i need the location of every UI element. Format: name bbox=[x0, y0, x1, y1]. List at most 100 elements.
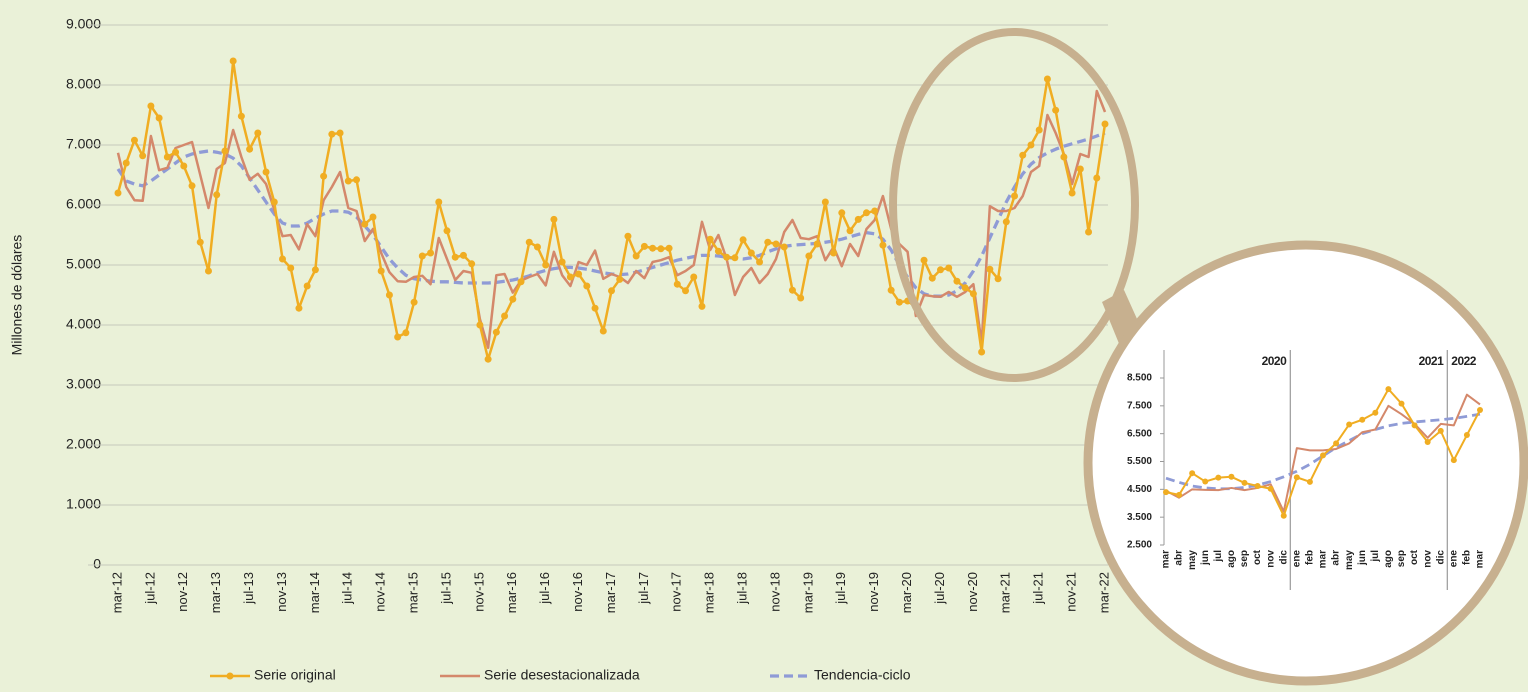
data-point bbox=[353, 176, 360, 183]
data-point bbox=[1228, 474, 1234, 480]
data-point bbox=[1093, 175, 1100, 182]
x-tick-label: sep bbox=[1239, 550, 1250, 567]
data-point bbox=[1451, 457, 1457, 463]
data-point bbox=[320, 173, 327, 180]
data-point bbox=[608, 287, 615, 294]
data-point bbox=[369, 214, 376, 221]
x-tick-label: jul-13 bbox=[241, 572, 256, 605]
data-point bbox=[953, 278, 960, 285]
data-point bbox=[1003, 218, 1010, 225]
data-point bbox=[970, 290, 977, 297]
data-point bbox=[427, 250, 434, 257]
y-tick-label: 7.500 bbox=[1127, 400, 1152, 411]
data-point bbox=[1399, 401, 1405, 407]
x-tick-label: mar-13 bbox=[208, 572, 223, 613]
legend-label: Serie desestacionalizada bbox=[484, 667, 640, 683]
data-point bbox=[172, 149, 179, 156]
data-point bbox=[855, 216, 862, 223]
x-tick-label: mar-14 bbox=[307, 572, 322, 613]
year-label: 2020 bbox=[1262, 354, 1288, 368]
data-point bbox=[386, 292, 393, 299]
data-point bbox=[550, 216, 557, 223]
data-point bbox=[863, 209, 870, 216]
x-tick-label: nov-21 bbox=[1064, 572, 1079, 612]
data-point bbox=[411, 299, 418, 306]
y-tick-label: 8.000 bbox=[66, 76, 101, 92]
data-point bbox=[263, 169, 270, 176]
y-tick-label: 6.000 bbox=[66, 196, 101, 212]
data-point bbox=[822, 199, 829, 206]
x-tick-label: sep bbox=[1396, 550, 1407, 567]
data-point bbox=[526, 239, 533, 246]
data-point bbox=[633, 253, 640, 260]
data-point bbox=[888, 287, 895, 294]
data-point bbox=[723, 254, 730, 261]
x-tick-label: jul bbox=[1370, 550, 1381, 563]
data-point bbox=[542, 262, 549, 269]
x-tick-label: nov bbox=[1265, 550, 1276, 568]
x-tick-label: jul bbox=[1213, 550, 1224, 563]
data-point bbox=[1036, 127, 1043, 134]
data-point bbox=[781, 244, 788, 251]
x-tick-label: jul-16 bbox=[537, 572, 552, 605]
y-tick-label: 9.000 bbox=[66, 16, 101, 32]
data-point bbox=[814, 241, 821, 248]
data-point bbox=[180, 163, 187, 170]
x-tick-label: mar-21 bbox=[998, 572, 1013, 613]
series-line bbox=[118, 91, 1105, 348]
year-label: 2021 bbox=[1419, 354, 1445, 368]
data-point bbox=[1477, 407, 1483, 413]
legend-marker bbox=[227, 673, 234, 680]
x-tick-label: jun bbox=[1357, 550, 1368, 566]
data-point bbox=[518, 278, 525, 285]
data-point bbox=[600, 328, 607, 335]
data-point bbox=[1202, 479, 1208, 485]
data-point bbox=[1320, 452, 1326, 458]
series-line bbox=[118, 133, 1105, 296]
legend-label: Serie original bbox=[254, 667, 336, 683]
data-point bbox=[1052, 107, 1059, 114]
y-tick-label: 3.500 bbox=[1127, 512, 1152, 523]
data-point bbox=[830, 250, 837, 257]
data-point bbox=[476, 322, 483, 329]
data-point bbox=[279, 256, 286, 263]
y-tick-label: 4.000 bbox=[66, 316, 101, 332]
data-point bbox=[921, 257, 928, 264]
x-tick-label: jul-15 bbox=[438, 572, 453, 605]
series-line bbox=[118, 61, 1105, 359]
x-tick-label: feb bbox=[1305, 550, 1316, 565]
data-point bbox=[131, 137, 138, 144]
data-point bbox=[312, 266, 319, 273]
y-tick-label: 4.500 bbox=[1127, 484, 1152, 495]
x-tick-label: nov-15 bbox=[471, 572, 486, 612]
data-point bbox=[337, 130, 344, 137]
data-point bbox=[962, 284, 969, 291]
data-point bbox=[205, 268, 212, 275]
y-tick-label: 2.000 bbox=[66, 436, 101, 452]
y-tick-label: 2.500 bbox=[1127, 540, 1152, 551]
data-point bbox=[230, 58, 237, 65]
data-point bbox=[731, 254, 738, 261]
x-tick-label: jul-12 bbox=[142, 572, 157, 605]
data-point bbox=[1346, 421, 1352, 427]
y-tick-label: 0 bbox=[93, 556, 101, 572]
data-point bbox=[402, 329, 409, 336]
x-tick-label: oct bbox=[1409, 549, 1420, 565]
data-point bbox=[937, 266, 944, 273]
x-tick-label: nov bbox=[1422, 550, 1433, 568]
data-point bbox=[805, 253, 812, 260]
data-point bbox=[501, 313, 508, 320]
x-tick-label: jul-19 bbox=[833, 572, 848, 605]
data-point bbox=[559, 259, 566, 266]
data-point bbox=[567, 274, 574, 281]
data-point bbox=[879, 242, 886, 249]
data-point bbox=[641, 243, 648, 250]
x-tick-label: nov-16 bbox=[570, 572, 585, 612]
data-point bbox=[156, 115, 163, 122]
data-point bbox=[978, 349, 985, 356]
x-tick-label: nov-20 bbox=[965, 572, 980, 612]
data-point bbox=[592, 305, 599, 312]
data-point bbox=[123, 160, 130, 167]
data-point bbox=[1412, 422, 1418, 428]
x-tick-label: nov-14 bbox=[373, 572, 388, 612]
